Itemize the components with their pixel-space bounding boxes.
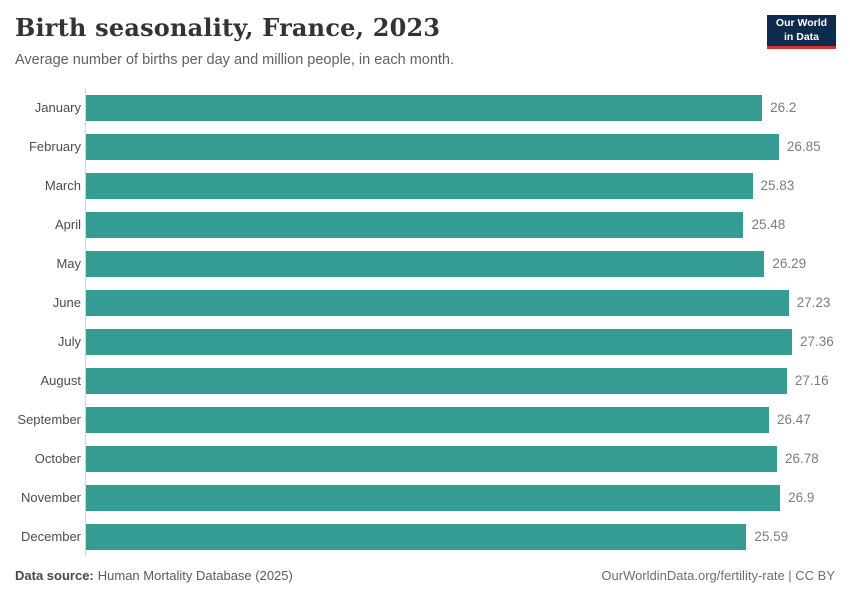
plot-area: 26.29 [85, 244, 850, 283]
category-label: December [21, 529, 81, 544]
owid-logo-line2: in Data [783, 30, 819, 43]
plot-area: 26.9 [85, 478, 850, 517]
category-label: October [34, 451, 81, 466]
category-label: February [28, 139, 81, 154]
bar[interactable] [86, 445, 778, 472]
chart-row: May 26.29 [0, 244, 850, 283]
value-label: 25.48 [751, 217, 786, 232]
plot-area: 27.23 [85, 283, 850, 322]
value-label: 26.78 [785, 451, 819, 466]
plot-area: 25.83 [85, 166, 850, 205]
chart-footer: Data source: Human Mortality Database (20… [15, 568, 835, 583]
bar[interactable] [86, 172, 753, 199]
chart-row: July 27.36 [0, 322, 850, 361]
value-label: 27.36 [800, 334, 834, 349]
value-label: 25.59 [754, 529, 789, 544]
chart-row: January 26.2 [0, 88, 850, 127]
footer-link[interactable]: OurWorldinData.org/fertility-rate | CC B… [601, 568, 835, 583]
bar[interactable] [86, 133, 779, 160]
category-label: August [40, 373, 81, 388]
plot-area: 26.78 [85, 439, 850, 478]
plot-area: 25.59 [85, 517, 850, 556]
category-label: July [57, 334, 81, 349]
chart-row: October 26.78 [0, 439, 850, 478]
bar[interactable] [86, 94, 763, 121]
value-label: 25.83 [760, 178, 795, 193]
value-label: 26.29 [772, 256, 807, 271]
plot-area: 27.16 [85, 361, 850, 400]
value-label: 26.2 [770, 100, 797, 115]
category-label: May [56, 256, 81, 271]
owid-logo-line1: Our World [775, 16, 828, 29]
chart-row: April 25.48 [0, 205, 850, 244]
bar[interactable] [86, 211, 744, 238]
value-label: 27.23 [796, 295, 831, 310]
data-source: Data source: Human Mortality Database (20… [15, 568, 293, 583]
bar-chart: January 26.2 February 26.85 March 25.83 … [0, 88, 850, 556]
data-source-label: Data source: [15, 568, 94, 583]
chart-row: June 27.23 [0, 283, 850, 322]
data-source-text: Human Mortality Database (2025) [97, 568, 293, 583]
value-label: 26.9 [788, 490, 815, 505]
bar[interactable] [86, 484, 781, 511]
category-label: January [34, 100, 81, 115]
chart-title: Birth seasonality, France, 2023 [15, 13, 441, 42]
chart-row: March 25.83 [0, 166, 850, 205]
chart-row: February 26.85 [0, 127, 850, 166]
chart-row: November 26.9 [0, 478, 850, 517]
chart-row: August 27.16 [0, 361, 850, 400]
value-label: 27.16 [794, 373, 829, 388]
bar[interactable] [86, 328, 792, 355]
category-label: September [17, 412, 81, 427]
category-label: November [21, 490, 81, 505]
plot-area: 25.48 [85, 205, 850, 244]
chart-subtitle: Average number of births per day and mil… [15, 51, 455, 68]
plot-area: 27.36 [85, 322, 850, 361]
bar[interactable] [86, 289, 789, 316]
owid-logo[interactable]: Our World in Data [767, 15, 836, 49]
bar[interactable] [86, 250, 765, 277]
category-label: June [52, 295, 81, 310]
chart-row: December 25.59 [0, 517, 850, 556]
value-label: 26.47 [777, 412, 811, 427]
plot-area: 26.85 [85, 127, 850, 166]
category-label: April [54, 217, 81, 232]
bar[interactable] [86, 523, 747, 550]
bar[interactable] [86, 367, 787, 394]
chart-header: Birth seasonality, France, 2023 Average … [15, 14, 750, 69]
bar[interactable] [86, 406, 770, 433]
value-label: 26.85 [786, 139, 821, 154]
chart-row: September 26.47 [0, 400, 850, 439]
plot-area: 26.47 [85, 400, 850, 439]
category-label: March [44, 178, 81, 193]
plot-area: 26.2 [85, 88, 850, 127]
